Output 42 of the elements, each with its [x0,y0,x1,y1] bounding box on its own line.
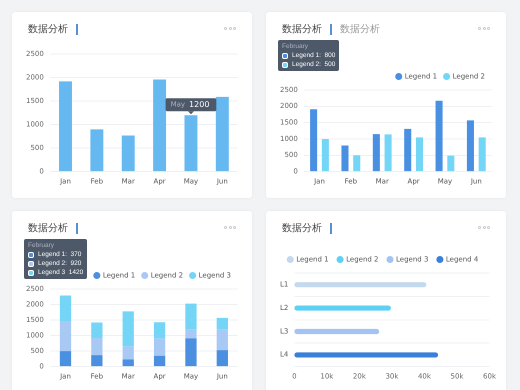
bar [153,80,166,172]
bar [91,355,103,366]
bar [404,128,412,172]
bar [91,338,103,356]
chart-title: 数据分析 [28,22,68,36]
chart-title: 数据分析 [28,222,68,235]
bar [122,311,134,346]
chart-title: 数据分析 [282,222,322,235]
data-label: 1200 [189,100,210,109]
bar [185,304,197,330]
bar [122,346,134,360]
chart-title: 数据分析 [282,22,322,36]
bar [185,338,197,366]
bar [341,145,349,172]
bar [353,155,360,172]
bar [60,351,72,366]
bar [216,318,228,330]
bar [310,109,318,172]
chart-subtitle: 数据分析 [340,22,380,36]
bar [91,322,103,338]
bar [384,134,392,172]
bar [216,350,228,366]
bar [322,138,329,172]
bar [436,100,443,172]
bar [478,137,486,172]
bar [90,129,104,172]
bar [372,134,380,172]
bar [122,359,134,366]
bar [154,338,166,356]
bar [466,120,474,172]
bar [447,156,454,172]
bar [184,115,198,172]
bar [154,322,166,338]
bar [185,329,197,338]
bar [216,96,229,172]
bar [154,356,166,366]
bar [416,137,423,172]
bar [216,329,228,350]
bar [59,81,72,172]
bar [60,296,72,321]
bar [60,320,72,352]
bar [122,135,135,172]
